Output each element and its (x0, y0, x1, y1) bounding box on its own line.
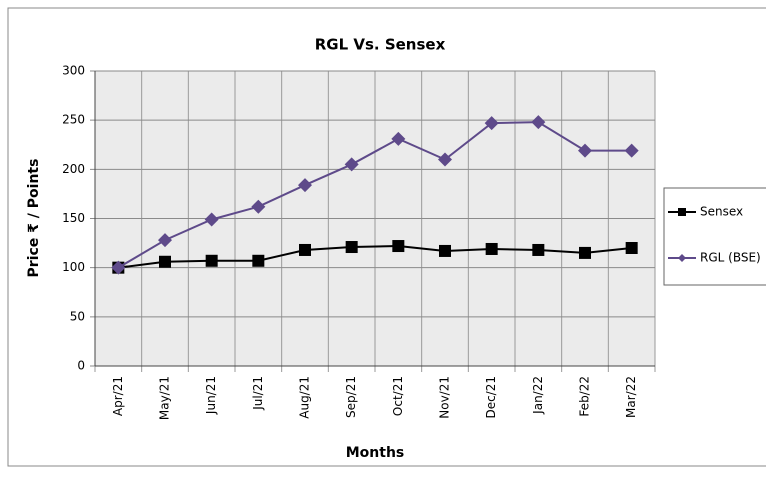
marker (439, 244, 451, 257)
marker (344, 157, 359, 172)
y-tick-label: 150 (62, 211, 85, 225)
legend-marker (678, 254, 686, 262)
marker (578, 143, 592, 158)
series-line (117, 121, 632, 269)
marker (252, 254, 265, 267)
marker (158, 233, 172, 248)
marker (298, 178, 312, 193)
x-tick-label: May/21 (158, 376, 172, 420)
y-tick-label: 100 (62, 260, 85, 274)
x-tick-label: Jul/21 (251, 376, 265, 411)
marker (391, 131, 406, 146)
marker (204, 212, 219, 227)
x-tick-label: Jun/21 (204, 376, 218, 415)
x-tick-label: Feb/22 (578, 376, 592, 417)
y-tick-label: 300 (62, 64, 85, 78)
marker (485, 242, 498, 255)
x-tick-label: Dec/21 (484, 376, 498, 419)
x-tick-label: Sep/21 (344, 376, 358, 418)
marker (251, 199, 266, 214)
marker (392, 240, 405, 253)
legend-marker (678, 208, 686, 216)
marker (625, 242, 638, 254)
marker (579, 246, 591, 259)
legend-label: RGL (BSE) (700, 251, 761, 265)
x-tick-label: Apr/21 (111, 376, 125, 416)
marker (624, 143, 639, 158)
x-tick-label: Oct/21 (391, 376, 405, 416)
series-line (118, 245, 632, 269)
legend-label: Sensex (700, 205, 743, 219)
marker (532, 243, 545, 256)
marker (111, 260, 126, 275)
x-tick-label: Mar/22 (624, 376, 638, 418)
chart-title: RGL Vs. Sensex (315, 36, 446, 54)
y-axis-title: Price ₹ / Points (26, 159, 42, 278)
marker (205, 254, 218, 267)
x-tick-label: Jan/22 (531, 376, 545, 415)
legend-box (663, 187, 766, 286)
y-tick-label: 50 (70, 309, 85, 323)
marker (438, 152, 452, 167)
x-tick-label: Aug/21 (298, 376, 312, 419)
marker (159, 255, 171, 268)
y-tick-label: 250 (62, 113, 85, 127)
marker (299, 243, 311, 256)
marker (531, 115, 546, 130)
y-tick-label: 0 (77, 359, 85, 373)
x-tick-label: Nov/21 (438, 376, 452, 419)
marker (345, 241, 358, 254)
x-axis-title: Months (346, 445, 405, 461)
marker (484, 116, 499, 131)
y-tick-label: 200 (62, 162, 85, 176)
